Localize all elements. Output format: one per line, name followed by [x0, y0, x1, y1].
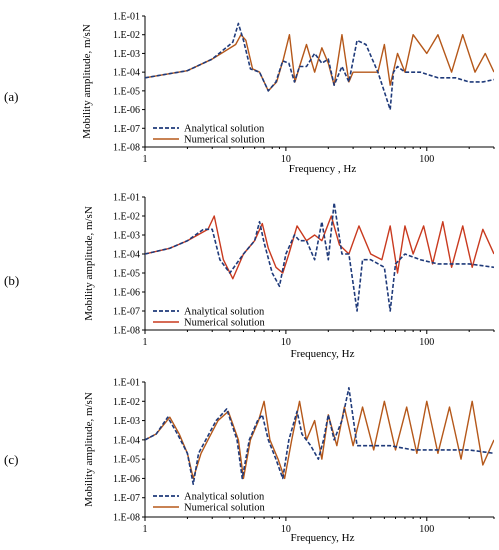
x-tick-label: 10 — [281, 524, 291, 535]
y-tick-label: 1.E-08 — [113, 143, 140, 154]
y-tick-label: 1.E-02 — [113, 30, 140, 41]
x-axis-label: Frequency, Hz — [290, 348, 354, 360]
y-tick-label: 1.E-01 — [113, 12, 140, 23]
y-tick-label: 1.E-03 — [113, 416, 140, 427]
y-tick-label: 1.E-03 — [113, 49, 140, 60]
x-tick-label: 100 — [419, 524, 434, 535]
y-tick-label: 1.E-02 — [113, 212, 140, 223]
y-axis-label: Mobility amplitude, m/sN — [81, 24, 93, 139]
chart-panel-2: 1.E-01 1.E-02 1.E-03 1.E-04 1.E-05 1.E-06 1.E-… — [4, 193, 495, 360]
legend-label: Numerical solution — [184, 318, 266, 329]
series-line-analytical — [145, 201, 494, 312]
y-tick-label: 1.E-06 — [113, 474, 140, 485]
series-line-numerical — [145, 400, 494, 480]
y-tick-label: 1.E-04 — [113, 250, 140, 261]
y-tick-label: 1.E-07 — [113, 307, 140, 318]
chart-panel-1: 1.E-01 1.E-02 1.E-03 1.E-04 1.E-05 1.E-06 1.E-… — [4, 12, 495, 175]
x-tick-label: 10 — [281, 337, 291, 348]
y-tick-label: 1.E-07 — [113, 493, 140, 504]
series-line-numerical — [145, 215, 494, 280]
panel-label: (c) — [4, 452, 18, 467]
y-tick-label: 1.E-04 — [113, 435, 140, 446]
y-tick-label: 1.E-05 — [113, 455, 140, 466]
y-axis-label: Mobility amplitude, m/sN — [83, 392, 95, 507]
y-axis-label: Mobility amplitude, m/sN — [83, 206, 95, 321]
y-tick-label: 1.E-03 — [113, 231, 140, 242]
series-line-analytical — [145, 22, 494, 111]
x-tick-label: 1 — [143, 337, 148, 348]
panel-label: (a) — [4, 89, 18, 104]
x-tick-label: 100 — [419, 337, 434, 348]
y-tick-label: 1.E-05 — [113, 269, 140, 280]
y-tick-label: 1.E-06 — [113, 288, 140, 299]
y-tick-label: 1.E-06 — [113, 105, 140, 116]
y-tick-label: 1.E-02 — [113, 397, 140, 408]
x-tick-label: 10 — [281, 154, 291, 165]
x-tick-label: 1 — [143, 154, 148, 165]
y-tick-label: 1.E-01 — [113, 193, 140, 204]
x-tick-label: 100 — [419, 154, 434, 165]
legend-label: Analytical solution — [184, 492, 265, 503]
legend-label: Analytical solution — [184, 307, 265, 318]
y-tick-label: 1.E-07 — [113, 124, 140, 135]
legend-label: Numerical solution — [184, 503, 266, 514]
y-tick-label: 1.E-05 — [113, 86, 140, 97]
x-axis-label: Frequency , Hz — [289, 163, 357, 175]
y-tick-label: 1.E-08 — [113, 513, 140, 524]
y-tick-label: 1.E-01 — [113, 378, 140, 389]
y-tick-label: 1.E-08 — [113, 326, 140, 337]
x-tick-label: 1 — [143, 524, 148, 535]
legend-label: Numerical solution — [184, 135, 266, 146]
x-axis-label: Frequency, Hz — [290, 532, 354, 544]
legend-label: Analytical solution — [184, 124, 265, 135]
series-line-analytical — [145, 387, 494, 486]
y-tick-label: 1.E-04 — [113, 68, 140, 79]
series-line-numerical — [145, 34, 494, 92]
panel-label: (b) — [4, 273, 19, 288]
chart-panel-3: 1.E-01 1.E-02 1.E-03 1.E-04 1.E-05 1.E-06 1.E-… — [4, 378, 495, 544]
